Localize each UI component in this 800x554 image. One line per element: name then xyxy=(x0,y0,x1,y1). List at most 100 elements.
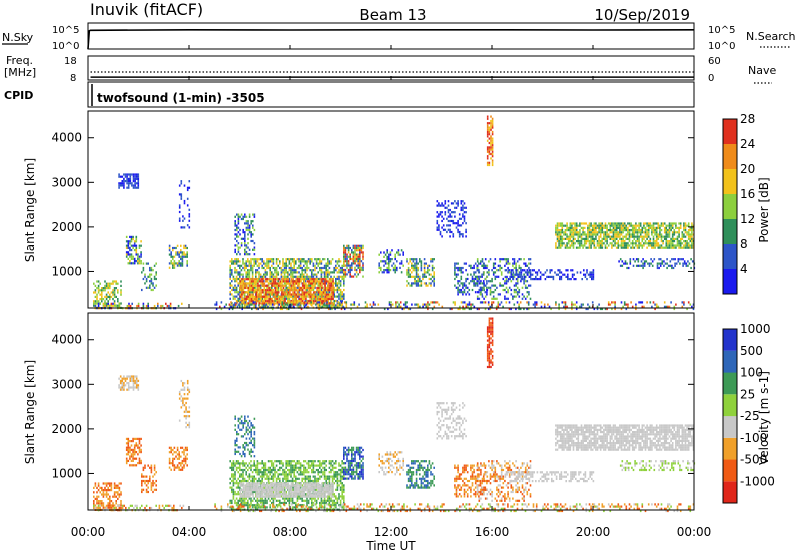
cell xyxy=(470,305,472,308)
cell xyxy=(625,303,628,306)
cell xyxy=(595,222,597,225)
cell xyxy=(470,266,472,270)
cell xyxy=(519,273,521,276)
cell xyxy=(587,307,589,311)
cell xyxy=(683,226,685,229)
cell xyxy=(433,275,435,278)
cell xyxy=(133,249,136,252)
cell xyxy=(339,297,342,300)
cell xyxy=(641,246,644,249)
cell xyxy=(332,302,334,305)
cell xyxy=(524,280,527,283)
cell xyxy=(282,297,284,300)
cell xyxy=(500,301,503,304)
cell xyxy=(315,275,318,278)
cell xyxy=(291,303,293,306)
cell xyxy=(492,297,495,300)
cell xyxy=(681,242,684,245)
cell xyxy=(667,246,669,249)
cell xyxy=(575,224,578,227)
cell xyxy=(411,266,413,270)
cell xyxy=(281,289,283,292)
cell xyxy=(528,266,530,270)
cell xyxy=(344,273,347,276)
cell xyxy=(490,152,492,156)
cell xyxy=(115,280,117,283)
cell xyxy=(168,451,171,454)
cell xyxy=(329,297,331,301)
cell xyxy=(625,242,628,245)
cell xyxy=(559,242,562,245)
cell xyxy=(138,437,141,440)
cell xyxy=(256,264,259,267)
cell xyxy=(115,500,117,503)
cell xyxy=(102,298,105,301)
cell xyxy=(121,182,124,185)
cell xyxy=(173,255,176,258)
cell xyxy=(239,284,242,287)
cell xyxy=(240,273,243,276)
cell xyxy=(124,173,127,176)
cell xyxy=(286,307,288,311)
cell xyxy=(140,444,142,447)
cell xyxy=(555,303,557,306)
cell xyxy=(168,457,171,460)
cell xyxy=(178,255,180,258)
cell xyxy=(455,206,458,209)
cell xyxy=(606,242,608,245)
cell xyxy=(278,303,280,306)
cell xyxy=(603,224,605,227)
cell xyxy=(389,251,392,254)
cell xyxy=(127,262,130,265)
cell xyxy=(185,406,187,409)
cell xyxy=(102,489,105,492)
cell xyxy=(470,307,472,311)
cell xyxy=(282,288,284,292)
cell xyxy=(242,286,245,290)
cell xyxy=(327,297,330,301)
cell xyxy=(441,305,444,308)
cell xyxy=(524,262,527,265)
cell xyxy=(642,262,644,265)
cell xyxy=(290,273,292,276)
cell xyxy=(300,286,302,290)
cell xyxy=(454,264,456,267)
cell xyxy=(276,301,279,304)
cell xyxy=(96,287,98,290)
cell xyxy=(447,224,450,227)
cell xyxy=(640,260,643,263)
cell xyxy=(486,115,489,118)
cell xyxy=(244,235,246,238)
cell xyxy=(489,258,492,261)
cell xyxy=(229,269,231,272)
cell xyxy=(438,213,440,216)
cell xyxy=(145,490,148,494)
cell xyxy=(523,307,525,311)
cell xyxy=(325,275,327,278)
cell xyxy=(359,244,361,247)
cell xyxy=(327,275,329,278)
cell xyxy=(295,280,298,283)
cell xyxy=(587,240,589,243)
cell xyxy=(121,506,124,510)
cell xyxy=(304,260,307,263)
cell xyxy=(250,235,252,238)
cell xyxy=(587,229,589,232)
cell xyxy=(490,119,492,123)
cell xyxy=(303,286,306,290)
cell xyxy=(651,233,653,236)
cell xyxy=(399,305,402,308)
cell xyxy=(101,493,103,496)
cell xyxy=(300,302,302,305)
cell xyxy=(316,286,318,290)
cell xyxy=(666,266,668,270)
cell xyxy=(684,242,687,245)
cell xyxy=(141,479,143,483)
cell xyxy=(486,133,489,136)
cell xyxy=(462,291,464,294)
cell xyxy=(137,262,139,265)
cell xyxy=(515,295,517,298)
cell xyxy=(94,482,97,485)
cell xyxy=(439,204,442,207)
cell xyxy=(292,293,294,296)
